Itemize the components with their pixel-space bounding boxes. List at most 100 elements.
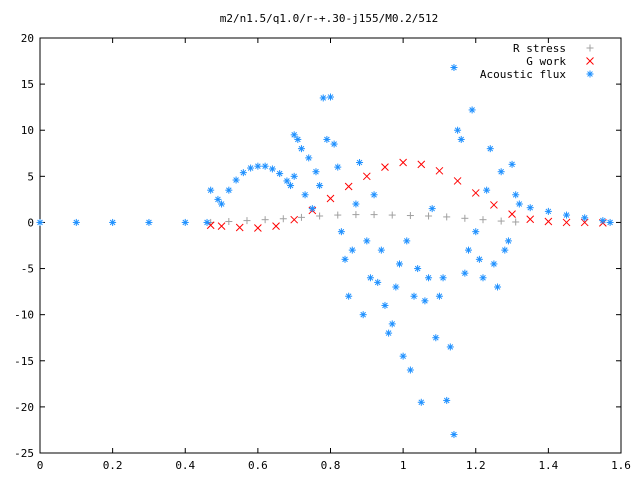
data-point	[464, 246, 472, 254]
data-point	[544, 207, 552, 215]
data-point	[334, 163, 342, 171]
data-point	[203, 218, 211, 226]
data-point	[217, 222, 226, 230]
data-point	[316, 182, 324, 190]
y-tick-label: -10	[14, 309, 34, 322]
data-point	[261, 216, 269, 224]
data-point	[207, 186, 215, 194]
data-point	[468, 106, 476, 114]
data-point	[399, 158, 407, 167]
data-point	[425, 212, 433, 220]
data-point	[417, 160, 426, 169]
data-point	[370, 191, 378, 199]
y-tick-label: 15	[21, 78, 34, 91]
data-point	[232, 176, 240, 184]
data-point	[417, 398, 425, 406]
data-point	[439, 274, 447, 282]
data-point	[381, 163, 389, 171]
data-point	[606, 218, 614, 226]
data-point	[337, 228, 345, 236]
data-point	[385, 329, 393, 337]
y-tick-label: 5	[27, 170, 34, 183]
x-tick-label: 0.8	[321, 459, 341, 472]
data-point	[435, 166, 444, 175]
data-point	[308, 205, 316, 213]
chart-title: m2/n1.5/q1.0/r-+.30-j155/M0.2/512	[220, 12, 439, 25]
data-point	[290, 172, 298, 180]
data-point	[504, 237, 512, 245]
data-point	[243, 217, 251, 225]
data-point	[432, 334, 440, 342]
data-point	[225, 218, 233, 226]
x-tick-label: 1.4	[538, 459, 558, 472]
x-tick-label: 0.2	[103, 459, 123, 472]
data-point	[290, 131, 298, 139]
y-tick-label: 20	[21, 32, 34, 45]
data-point	[508, 210, 516, 218]
data-point	[297, 145, 305, 153]
data-point	[512, 191, 520, 199]
data-point	[497, 217, 505, 225]
data-point	[362, 172, 371, 181]
data-point	[515, 200, 523, 208]
data-point	[301, 191, 309, 199]
data-point	[268, 165, 276, 173]
legend-label: G work	[526, 55, 566, 68]
data-point	[599, 217, 607, 225]
data-point	[450, 64, 458, 72]
data-point	[294, 135, 302, 143]
data-point	[526, 215, 535, 224]
x-tick-label: 1.2	[466, 459, 486, 472]
data-point	[352, 200, 360, 208]
data-point	[414, 265, 422, 273]
data-point	[356, 159, 364, 166]
data-point	[497, 168, 505, 176]
data-point	[443, 213, 451, 221]
data-point	[247, 164, 255, 172]
data-point	[399, 352, 407, 360]
data-point	[457, 135, 465, 143]
data-point	[348, 246, 356, 254]
data-point	[406, 366, 414, 374]
data-point	[316, 212, 324, 220]
data-point	[297, 213, 305, 221]
data-point	[363, 237, 371, 245]
series-layer	[36, 64, 614, 439]
legend-marker	[586, 57, 594, 65]
data-point	[345, 292, 353, 300]
data-point	[36, 218, 44, 226]
data-point	[352, 211, 360, 219]
data-point	[526, 204, 534, 212]
data-point	[225, 186, 233, 194]
data-point	[494, 283, 502, 291]
data-point	[453, 177, 462, 185]
x-tick-label: 0.6	[248, 459, 268, 472]
data-point	[501, 246, 509, 254]
y-tick-label: -5	[21, 263, 34, 276]
data-point	[312, 168, 320, 176]
data-point	[287, 182, 295, 190]
data-point	[490, 201, 498, 209]
series-r-stress	[207, 211, 520, 226]
data-point	[388, 211, 396, 219]
legend-label: R stress	[513, 42, 566, 55]
series-g-work	[206, 158, 607, 232]
data-point	[109, 218, 117, 226]
y-tick-label: 10	[21, 124, 34, 137]
data-point	[403, 237, 411, 245]
x-tick-label: 0.4	[175, 459, 195, 472]
data-point	[446, 343, 454, 351]
data-point	[326, 194, 335, 203]
data-point	[544, 217, 553, 226]
data-point	[181, 218, 189, 226]
data-point	[272, 222, 280, 230]
data-point	[475, 255, 483, 263]
x-tick-label: 1	[400, 459, 407, 472]
data-point	[562, 218, 571, 227]
y-tick-label: 0	[27, 216, 34, 229]
data-point	[235, 223, 244, 232]
legend-marker	[586, 44, 594, 52]
data-point	[490, 260, 498, 268]
y-tick-label: -15	[14, 355, 34, 368]
